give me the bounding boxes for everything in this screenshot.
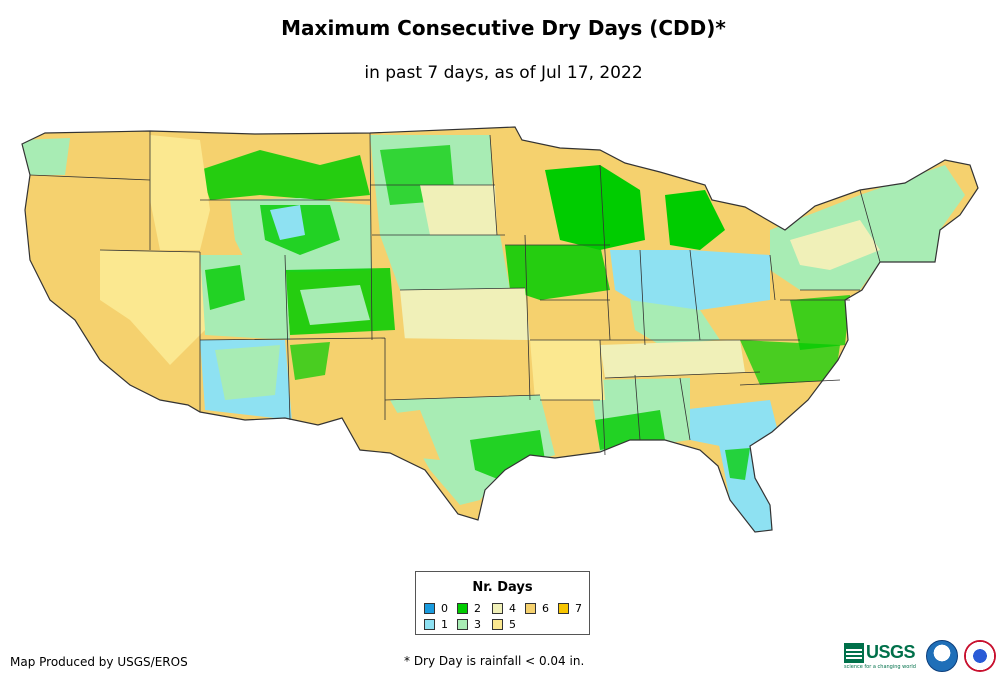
legend-swatch-6	[525, 603, 536, 614]
usgs-tagline: science for a changing world	[844, 664, 916, 670]
legend-item-3: 3	[457, 618, 481, 631]
region-arkansas-yellow	[530, 340, 605, 400]
border-south	[540, 339, 761, 456]
legend-item-5: 5	[492, 618, 516, 631]
region-northeast-mint	[770, 165, 965, 290]
map-title: Maximum Consecutive Dry Days (CDD)*	[281, 16, 726, 40]
legend-swatch-7	[558, 603, 569, 614]
nws-logo-icon[interactable]	[964, 640, 996, 672]
region-ohio-blue	[690, 255, 770, 300]
legend-label-3: 3	[474, 618, 481, 631]
agency-logos: USGS science for a changing world	[842, 638, 1002, 678]
legend-item-2: 2	[457, 602, 481, 615]
legend-label-6: 6	[542, 602, 549, 615]
legend-item-0: 0	[424, 602, 448, 615]
cdd-regions	[22, 135, 965, 532]
legend-item-6: 6	[525, 602, 549, 615]
legend-label-0: 0	[441, 602, 448, 615]
legend-title: Nr. Days	[472, 580, 533, 595]
region-newmexico-green	[290, 342, 330, 380]
state-borders	[21, 126, 979, 533]
region-washington-green	[22, 138, 70, 175]
legend-swatch-0	[424, 603, 435, 614]
usgs-logo-text: USGS	[866, 642, 916, 662]
region-tennessee-yellow	[600, 340, 745, 378]
region-nevada-yellow	[100, 250, 205, 365]
region-midatlantic-green	[790, 295, 850, 350]
region-southeast-blue	[680, 400, 780, 450]
legend-swatch-3	[457, 619, 468, 630]
legend-swatch-4	[492, 603, 503, 614]
legend-swatch-5	[492, 619, 503, 630]
legend-label-2: 2	[474, 602, 481, 615]
region-idaho-yellow	[150, 135, 210, 250]
map-subtitle: in past 7 days, as of Jul 17, 2022	[364, 63, 643, 83]
region-texas-yellow	[340, 410, 440, 460]
legend-label-4: 4	[509, 602, 516, 615]
region-arizona-mix	[215, 345, 280, 400]
producer-credit: Map Produced by USGS/EROS	[10, 655, 188, 669]
region-northeast-yellow	[790, 220, 880, 270]
region-carolinas-green	[740, 340, 840, 385]
region-florida-green	[725, 448, 750, 480]
region-nebraska-mix	[380, 235, 510, 290]
legend-swatch-2	[457, 603, 468, 614]
region-southdakota-yellow	[420, 185, 497, 235]
border-east	[739, 189, 881, 386]
region-kansas-yellow	[400, 288, 530, 340]
noaa-logo-icon[interactable]	[926, 640, 958, 672]
border-midwest	[505, 164, 800, 346]
region-michigan-green	[665, 190, 725, 250]
legend-swatch-1	[424, 619, 435, 630]
legend-item-7: 7	[558, 602, 582, 615]
region-colorado-mix	[300, 285, 370, 325]
usgs-wave-icon	[844, 642, 864, 663]
legend-item-4: 4	[492, 602, 516, 615]
legend-label-5: 5	[509, 618, 516, 631]
legend-box: Nr. Days 0 1 2 3 4 5 6 7	[415, 571, 590, 635]
border-plains	[370, 134, 541, 401]
region-wyoming-blue	[270, 205, 305, 240]
dry-day-footnote: * Dry Day is rainfall < 0.04 in.	[404, 654, 585, 668]
region-iowa-green	[505, 245, 610, 300]
region-midwest-mint	[630, 300, 720, 345]
region-minnesota-green	[545, 165, 645, 250]
legend-label-7: 7	[575, 602, 582, 615]
region-montana-green	[200, 150, 370, 200]
usgs-logo[interactable]: USGS	[844, 642, 916, 663]
legend-label-1: 1	[441, 618, 448, 631]
border-west-1	[29, 131, 386, 421]
region-utah-green	[205, 265, 245, 310]
legend-item-1: 1	[424, 618, 448, 631]
region-oklahoma-yellow	[385, 338, 532, 395]
